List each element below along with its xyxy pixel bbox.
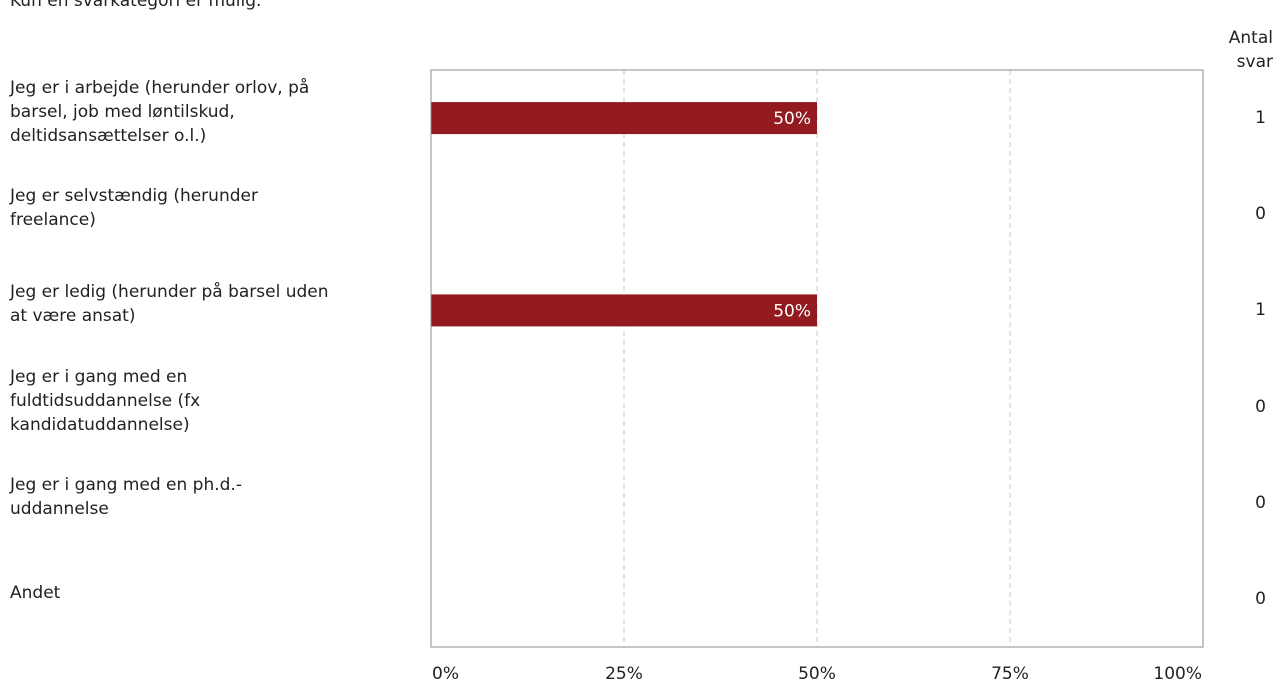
category-label: Jeg er i gang med en ph.d.- uddannelse [10,473,422,521]
category-label-line: Jeg er i gang med en [10,366,188,387]
answer-count: 0 [1255,492,1266,513]
answer-count: 0 [1255,396,1266,417]
answer-count: 1 [1255,300,1266,321]
category-label-line: barsel, job med løntilskud, [10,102,235,123]
category-label-line: Jeg er selvstændig (herunder [10,186,258,207]
x-tick-label: 75% [991,664,1029,681]
category-label-line: Jeg er i gang med en ph.d.- [10,474,242,495]
category-label-line: Jeg er i arbejde (herunder orlov, på [10,78,310,99]
category-label-line: kandidatuddannelse) [10,414,190,435]
category-label-line: uddannelse [10,498,109,519]
category-label-line: fuldtidsuddannelse (fx [10,390,201,411]
category-label-line: deltidsansættelser o.l.) [10,126,207,147]
plot-frame [430,69,1204,648]
category-label: Jeg er ledig (herunder på barsel uden at … [10,280,422,328]
bar [431,102,817,135]
answer-count: 0 [1255,204,1266,225]
chart-subtitle: Kun én svarkategori er mulig. [10,0,262,11]
x-tick-label: 0% [432,664,459,681]
category-label: Jeg er i arbejde (herunder orlov, på bars… [10,76,422,148]
count-column-header: Antal svar [1193,26,1273,74]
count-header-line-1: Antal [1228,28,1273,48]
bar-data-label: 50% [773,109,811,129]
category-label: Jeg er i gang med en fuldtidsuddannelse (… [10,365,422,437]
category-label-line: freelance) [10,210,96,231]
answer-count: 0 [1255,588,1266,609]
count-header-line-2: svar [1236,52,1273,72]
bar-data-label: 50% [773,301,811,321]
category-label-line: at være ansat) [10,306,136,327]
bar [431,294,817,327]
x-tick-label: 50% [798,664,836,681]
category-label-line: Andet [10,582,61,603]
x-tick-label: 25% [605,664,643,681]
category-label-line: Jeg er ledig (herunder på barsel uden [10,282,329,303]
category-label: Jeg er selvstændig (herunder freelance) [10,184,422,232]
category-label: Andet [10,581,422,605]
answer-count: 1 [1255,108,1266,129]
x-tick-label: 100% [1153,664,1202,681]
